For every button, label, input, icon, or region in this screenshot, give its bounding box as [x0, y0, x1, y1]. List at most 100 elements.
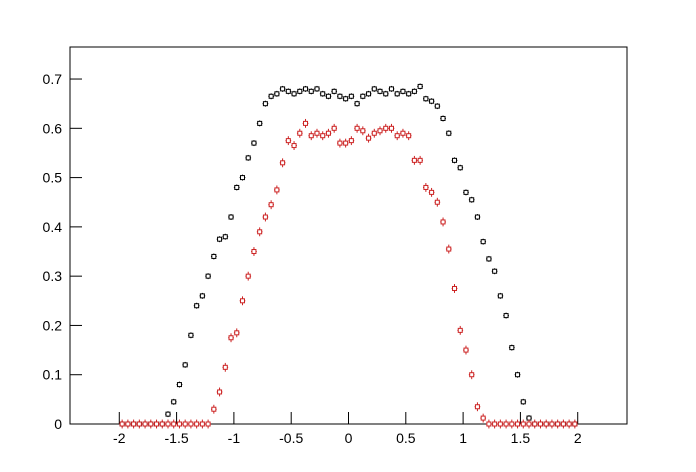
marker	[446, 130, 452, 136]
marker	[497, 293, 503, 299]
marker	[245, 155, 251, 161]
marker	[337, 93, 343, 99]
marker	[383, 91, 389, 97]
marker	[251, 249, 257, 255]
x-tick-label: 2	[574, 430, 582, 446]
marker	[125, 421, 131, 427]
marker	[354, 101, 360, 107]
marker	[176, 421, 182, 427]
x-tick-label: -1	[228, 430, 241, 446]
y-tick-label: 0.1	[43, 367, 63, 383]
y-tick-label: 0	[54, 416, 62, 432]
marker	[377, 88, 383, 94]
marker	[417, 83, 423, 89]
marker	[417, 157, 423, 163]
x-tick-label: 0	[345, 430, 353, 446]
marker	[194, 421, 200, 427]
marker	[452, 157, 458, 163]
marker	[303, 86, 309, 92]
marker	[515, 421, 521, 427]
marker	[297, 130, 303, 136]
marker	[446, 246, 452, 252]
marker	[394, 133, 400, 139]
marker	[509, 345, 515, 351]
marker	[337, 140, 343, 146]
marker	[343, 96, 349, 102]
marker	[217, 389, 223, 395]
marker	[159, 421, 165, 427]
marker	[171, 399, 177, 405]
marker	[165, 421, 171, 427]
marker	[520, 421, 526, 427]
marker	[280, 160, 286, 166]
marker	[354, 125, 360, 131]
marker	[434, 103, 440, 109]
marker	[171, 421, 177, 427]
marker	[360, 128, 366, 134]
marker	[348, 138, 354, 144]
marker	[257, 120, 263, 126]
marker	[234, 184, 240, 190]
marker	[142, 421, 148, 427]
marker	[549, 421, 555, 427]
marker	[239, 175, 245, 181]
y-tick-label: 0.3	[43, 268, 63, 284]
x-tick-label: 0.5	[396, 430, 416, 446]
marker	[165, 411, 171, 417]
marker	[297, 88, 303, 94]
marker	[526, 421, 532, 427]
marker	[199, 421, 205, 427]
marker	[148, 421, 154, 427]
marker	[429, 189, 435, 195]
marker	[366, 135, 372, 141]
marker	[285, 138, 291, 144]
y-tick-label: 0.6	[43, 120, 63, 136]
marker	[303, 120, 309, 126]
marker	[383, 125, 389, 131]
marker	[211, 406, 217, 412]
x-tick-label: 1	[459, 430, 467, 446]
marker	[440, 115, 446, 121]
marker	[457, 327, 463, 333]
marker	[182, 421, 188, 427]
marker	[131, 421, 137, 427]
marker	[314, 86, 320, 92]
marker	[434, 199, 440, 205]
marker	[211, 253, 217, 259]
x-tick-label: -2	[113, 430, 126, 446]
marker	[480, 239, 486, 245]
marker	[119, 421, 125, 427]
marker	[274, 91, 280, 97]
marker	[308, 88, 314, 94]
marker	[503, 313, 509, 319]
marker	[400, 130, 406, 136]
marker	[486, 256, 492, 262]
marker	[188, 421, 194, 427]
marker	[486, 421, 492, 427]
y-tick-label: 0.5	[43, 170, 63, 186]
marker	[520, 399, 526, 405]
marker	[280, 86, 286, 92]
plot-frame	[69, 46, 628, 425]
marker	[291, 91, 297, 97]
marker	[251, 140, 257, 146]
marker	[492, 421, 498, 427]
marker	[268, 202, 274, 208]
marker	[429, 98, 435, 104]
marker	[205, 273, 211, 279]
marker	[411, 157, 417, 163]
marker	[268, 93, 274, 99]
marker	[360, 93, 366, 99]
marker	[503, 421, 509, 427]
marker	[492, 268, 498, 274]
marker	[320, 133, 326, 139]
marker	[228, 214, 234, 220]
marker	[526, 415, 532, 421]
marker	[515, 372, 521, 378]
marker	[406, 91, 412, 97]
marker	[452, 285, 458, 291]
marker	[463, 189, 469, 195]
marker	[262, 101, 268, 107]
marker	[308, 133, 314, 139]
marker	[222, 234, 228, 240]
